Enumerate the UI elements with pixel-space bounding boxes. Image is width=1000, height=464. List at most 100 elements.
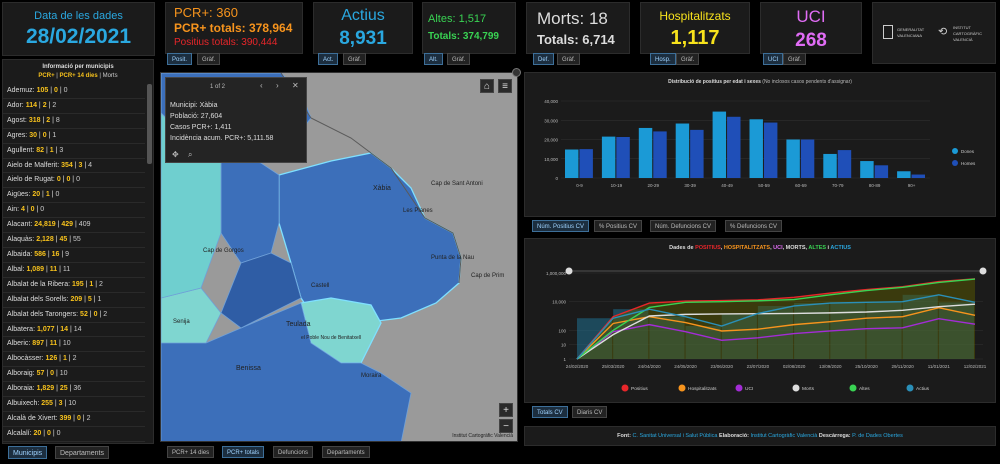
municipi-pcr: 57 [36, 370, 45, 378]
footer-desc-link[interactable]: P. de Dades Obertes [852, 433, 903, 439]
actius-value: 8,931 [339, 28, 387, 49]
list-item[interactable]: Alberic: 897 | 11 | 10 [3, 337, 145, 353]
popup-zoom-to-icon[interactable]: ⌕ [188, 150, 193, 159]
municipi-name: Albal: [7, 265, 25, 273]
tab-pct-defuncions[interactable]: % Defuncions CV [725, 220, 783, 232]
municipi-morts: 2 [52, 101, 57, 109]
tab-uci-graf[interactable]: Gràf. [783, 53, 807, 65]
list-item[interactable]: Alcàntera de Xúquer: 86 | 1 | 1 [3, 442, 145, 443]
popup-close-icon[interactable]: ✕ [292, 81, 299, 90]
tab-pcr-posit[interactable]: Posit. [167, 53, 193, 65]
popup-next-icon[interactable]: › [276, 81, 279, 90]
municipi-morts: 1 [52, 131, 57, 139]
list-item[interactable]: Aigües: 20 | 1 | 0 [3, 188, 145, 204]
map-view[interactable]: Xàbia Cap de Sant Antoni Les Planes Cap … [160, 72, 518, 442]
line-x-tick: 02/08/2020 [783, 364, 806, 369]
municipi-name: Alaquàs: [7, 236, 35, 244]
list-item[interactable]: Aielo de Rugat: 0 | 0 | 0 [3, 173, 145, 189]
tab-pcr-graf[interactable]: Gràf. [197, 53, 221, 65]
tab-morts-def[interactable]: Def. [533, 53, 555, 65]
tab-map-pcr-totals[interactable]: PCR+ totals [222, 446, 265, 458]
footer-elab-link[interactable]: Institut Cartogràfic Valencià [750, 433, 818, 439]
zoom-in-button[interactable]: + [499, 403, 513, 417]
tab-morts-graf[interactable]: Gràf. [557, 53, 581, 65]
list-item[interactable]: Agres: 30 | 0 | 1 [3, 129, 145, 144]
map-label-cap-gorgos: Cap de Gorgos [203, 248, 244, 254]
municipi-morts: 4 [88, 161, 93, 169]
line-x-tick: 12/02/2021 [964, 364, 987, 369]
municipality-gata[interactable] [220, 152, 280, 264]
municipi-pcr: 586 [34, 250, 46, 258]
tab-hosp-graf[interactable]: Gràf. [676, 53, 700, 65]
tab-altes-alt[interactable]: Alt. [424, 53, 443, 65]
tab-map-pcr14[interactable]: PCR+ 14 dies [167, 446, 215, 458]
list-item[interactable]: Albalat de la Ribera: 195 | 1 | 2 [3, 278, 145, 293]
municipality-benissa[interactable] [161, 302, 412, 442]
bar-dones-7 [823, 153, 837, 178]
municipi-pcr: 24,819 [34, 221, 56, 229]
tab-municipis[interactable]: Municipis [8, 446, 48, 459]
tab-totals-cv[interactable]: Totals CV [532, 406, 568, 418]
municipi-morts: 0 [40, 206, 45, 214]
list-item[interactable]: Albocàsser: 126 | 1 | 2 [3, 352, 145, 368]
list-item[interactable]: Ador: 114 | 2 | 2 [3, 99, 145, 114]
layer-list-icon[interactable]: ≡ [498, 79, 512, 93]
popup-prev-icon[interactable]: ‹ [260, 81, 263, 90]
tab-num-positius[interactable]: Núm. Positius CV [532, 220, 590, 232]
list-item[interactable]: Ain: 4 | 0 | 0 [3, 203, 145, 219]
municipality-senija[interactable] [161, 287, 222, 349]
tab-actius-act[interactable]: Act. [318, 53, 339, 65]
municipis-scrollbar[interactable] [147, 84, 152, 164]
tab-hosp[interactable]: Hosp. [650, 53, 676, 65]
tab-diaris-cv[interactable]: Diaris CV [572, 406, 608, 418]
tab-map-departaments[interactable]: Departaments [322, 446, 370, 458]
bar-dones-9 [897, 171, 911, 178]
zoom-out-button[interactable]: − [499, 419, 513, 433]
list-item[interactable]: Albalat dels Sorells: 209 | 5 | 1 [3, 293, 145, 308]
footer-font-link[interactable]: C. Sanitat Universal i Salut Pública [632, 433, 718, 439]
list-item[interactable]: Alcalalí: 20 | 0 | 0 [3, 427, 145, 442]
tab-actius-graf[interactable]: Gràf. [343, 53, 367, 65]
tab-departaments-left[interactable]: Departaments [55, 446, 109, 459]
list-item[interactable]: Alboraia: 1,829 | 25 | 36 [3, 382, 145, 398]
tab-num-defuncions[interactable]: Núm. Defuncions CV [650, 220, 717, 232]
list-item[interactable]: Albuixech: 255 | 3 | 10 [3, 397, 145, 412]
tab-altes-graf[interactable]: Gràf. [447, 53, 471, 65]
line-series-morts [576, 303, 976, 360]
tab-map-defuncions[interactable]: Defuncions [273, 446, 314, 458]
bar-dones-3 [675, 123, 690, 178]
municipi-morts: 10 [68, 400, 77, 408]
list-item[interactable]: Alacant: 24,819 | 429 | 409 [3, 218, 145, 234]
hosp-title: Hospitalitzats [659, 9, 731, 23]
municipi-name: Albalat de la Ribera: [7, 280, 71, 288]
list-item[interactable]: Ademuz: 105 | 0 | 0 [3, 84, 145, 99]
municipis-list[interactable]: Ademuz: 105 | 0 | 0 Ador: 114 | 2 | 2 Agos… [3, 84, 145, 443]
municipality-teulada[interactable] [220, 252, 302, 329]
municipi-pcr: 2,128 [36, 236, 54, 244]
list-item[interactable]: Albatera: 1,077 | 14 | 14 [3, 323, 145, 338]
list-item[interactable]: Albaida: 586 | 16 | 9 [3, 248, 145, 263]
tab-pct-positius[interactable]: % Positius CV [594, 220, 643, 232]
municipi-morts: 8 [55, 116, 60, 124]
municipi-pcr14: 2 [42, 101, 47, 109]
list-item[interactable]: Albalat dels Tarongers: 52 | 0 | 2 [3, 308, 145, 323]
map-label-benissa: Benissa [236, 365, 261, 372]
line-title-sep-2: , [770, 245, 774, 251]
popup-move-icon[interactable]: ✥ [172, 150, 179, 159]
map-expand-icon[interactable] [512, 68, 521, 77]
list-item[interactable]: Agost: 318 | 2 | 8 [3, 114, 145, 129]
municipi-pcr14: 11 [49, 340, 58, 348]
home-icon[interactable]: ⌂ [480, 79, 494, 93]
list-item[interactable]: Agullent: 82 | 1 | 3 [3, 144, 145, 159]
municipi-morts: 10 [62, 340, 71, 348]
hosp-value: 1,117 [670, 27, 720, 49]
tab-uci[interactable]: UCI [763, 53, 784, 65]
list-item[interactable]: Aielo de Malferit: 354 | 3 | 4 [3, 159, 145, 174]
list-item[interactable]: Alaquàs: 2,128 | 45 | 55 [3, 233, 145, 248]
popup-line1: Municipi: Xàbia [170, 102, 218, 109]
list-item[interactable]: Albal: 1,089 | 11 | 11 [3, 263, 145, 278]
footer-elab-label: Elaboració: [718, 433, 749, 439]
list-item[interactable]: Alboraig: 57 | 0 | 10 [3, 367, 145, 383]
line-y-tick: 100 [558, 328, 566, 333]
list-item[interactable]: Alcalà de Xivert: 399 | 0 | 2 [3, 412, 145, 427]
